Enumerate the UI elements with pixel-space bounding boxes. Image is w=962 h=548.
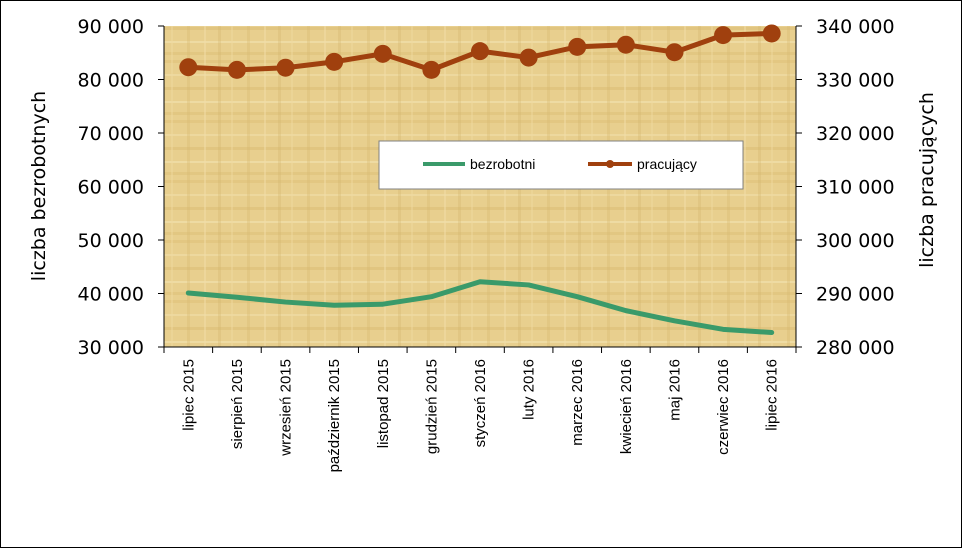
data-point-pracujacy [227, 60, 246, 79]
y-right-tick-label: 280 000 [816, 337, 895, 359]
y-left-tick-label: 90 000 [78, 16, 144, 38]
y-right-tick-label: 300 000 [816, 230, 895, 252]
data-point-pracujacy [179, 58, 198, 77]
legend-label-bezrobotni: bezrobotni [470, 156, 535, 172]
y-axis-left-title: liczba bezrobotnych [28, 91, 50, 281]
data-point-pracujacy [276, 58, 295, 77]
x-tick-label: kwiecień 2016 [618, 359, 635, 454]
y-right-tick-label: 320 000 [816, 123, 895, 145]
y-right-tick-label: 310 000 [816, 177, 895, 199]
x-tick-label: wrzesień 2015 [278, 359, 295, 457]
y-left-tick-label: 70 000 [78, 123, 144, 145]
y-axis-right-ticks: 280 000 290 000 300 000 310 000 320 000 330 0… [796, 16, 895, 359]
series-layer [179, 24, 781, 336]
x-tick-label: grudzień 2015 [423, 359, 440, 454]
data-point-pracujacy [762, 24, 781, 43]
y-left-tick-label: 60 000 [78, 177, 144, 199]
x-tick-label: styczeń 2016 [472, 359, 489, 447]
data-point-pracujacy [471, 42, 489, 61]
x-tick-label: luty 2016 [521, 359, 538, 420]
data-point-pracujacy [665, 43, 684, 62]
y-right-tick-label: 340 000 [816, 16, 895, 38]
y-axis-left-ticks: 30 000 40 000 50 000 60 000 70 000 80 000 90 0… [78, 16, 164, 359]
x-tick-label: listopad 2015 [375, 359, 392, 448]
data-point-pracujacy [714, 26, 733, 45]
x-tick-label: marzec 2016 [569, 359, 586, 446]
data-point-pracujacy [422, 60, 441, 79]
x-tick-label: październik 2015 [326, 359, 343, 472]
data-point-pracujacy [568, 37, 587, 56]
legend: bezrobotni pracujący [378, 140, 744, 190]
y-left-tick-label: 30 000 [78, 337, 144, 359]
y-left-tick-label: 40 000 [78, 284, 144, 306]
y-right-tick-label: 290 000 [816, 284, 895, 306]
series-line-bezrobotni [185, 279, 775, 336]
data-point-pracujacy [519, 48, 538, 67]
y-left-tick-label: 50 000 [78, 230, 144, 252]
y-left-tick-label: 80 000 [78, 70, 144, 92]
legend-marker-pracujacy [606, 160, 614, 168]
x-tick-label: maj 2016 [666, 359, 683, 421]
data-point-pracujacy [616, 35, 635, 54]
x-tick-label: lipiec 2016 [764, 359, 781, 431]
x-axis-ticks: lipiec 2015 sierpień 2015 wrzesień 2015 paź… [163, 347, 797, 472]
legend-label-pracujacy: pracujący [637, 156, 697, 172]
y-axis-right-title: liczba pracujących [916, 92, 938, 268]
data-point-pracujacy [325, 52, 344, 71]
x-tick-label: sierpień 2015 [229, 359, 246, 449]
y-right-tick-label: 330 000 [816, 70, 895, 92]
data-point-pracujacy [373, 44, 392, 63]
x-tick-label: czerwiec 2016 [715, 359, 732, 455]
x-tick-label: lipiec 2015 [180, 359, 197, 431]
